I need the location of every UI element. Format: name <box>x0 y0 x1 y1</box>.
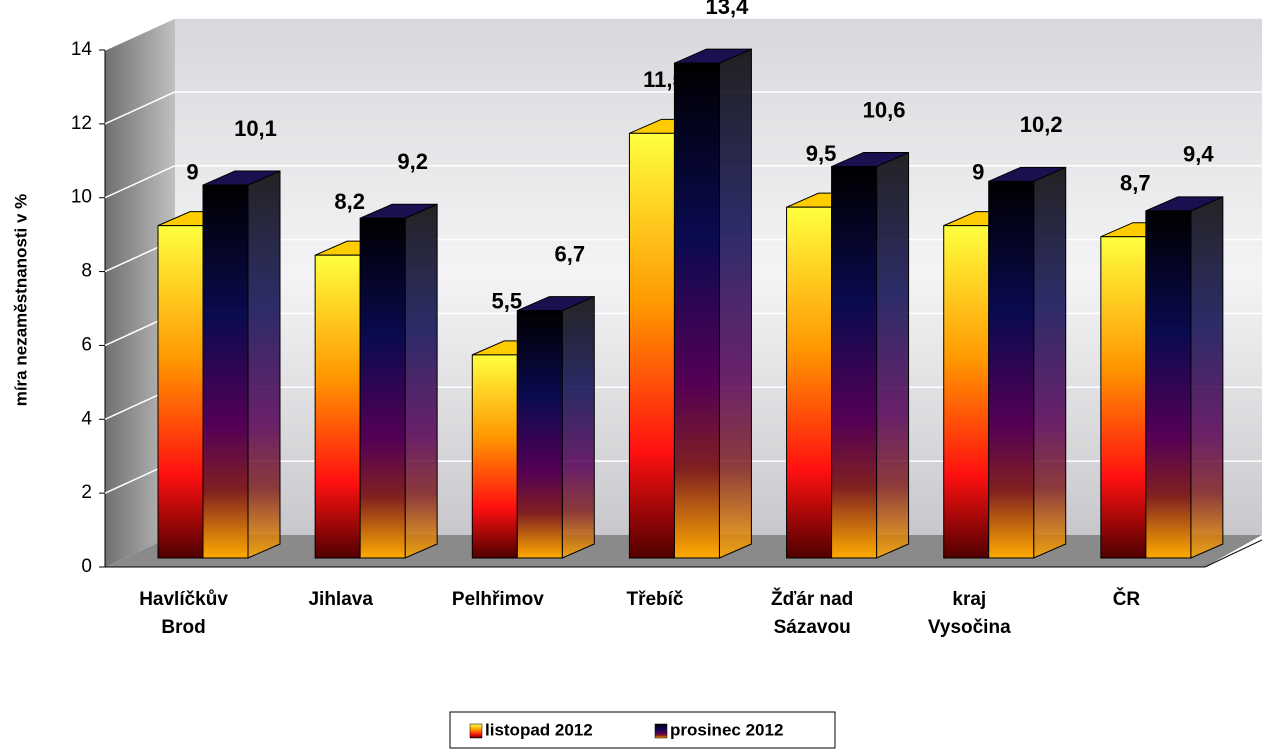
value-label: 9 <box>186 159 198 184</box>
value-label: 6,7 <box>554 241 585 266</box>
value-label: 10,1 <box>234 116 277 141</box>
x-tick-label: ČR <box>1113 588 1141 610</box>
x-tick-label: Pelhřimov <box>452 589 544 610</box>
value-label: 13,4 <box>706 0 750 19</box>
legend-swatch <box>469 723 483 739</box>
value-label: 9,5 <box>806 141 837 166</box>
value-label: 10,2 <box>1020 112 1063 137</box>
value-label: 8,7 <box>1120 171 1151 196</box>
y-tick-label: 0 <box>81 556 92 577</box>
bar <box>786 206 833 559</box>
value-label: 9,4 <box>1183 142 1214 167</box>
x-tick-label: Jihlava <box>308 589 373 610</box>
bar-side <box>718 48 752 559</box>
legend-label: listopad 2012 <box>485 720 593 739</box>
grid-line <box>104 165 176 199</box>
bar-side <box>247 170 281 559</box>
y-tick-label: 10 <box>71 187 92 208</box>
y-tick-label: 2 <box>81 482 92 503</box>
value-label: 9,2 <box>397 149 428 174</box>
floor-edge <box>1204 539 1262 568</box>
x-tick-label: Třebíč <box>626 589 683 610</box>
y-tick-label: 6 <box>81 334 92 355</box>
bar <box>943 225 990 559</box>
bar-side <box>404 203 438 559</box>
bar <box>1100 236 1147 559</box>
bar <box>673 62 720 559</box>
bar-side <box>1190 196 1224 559</box>
legend-label: prosinec 2012 <box>670 720 783 739</box>
legend-swatch <box>654 723 668 739</box>
x-tick-label: kraj <box>952 589 986 610</box>
y-tick-label: 12 <box>71 113 92 134</box>
x-tick-label: Vysočina <box>928 617 1011 638</box>
x-tick-label: Brod <box>161 617 205 638</box>
bar <box>628 132 675 559</box>
value-label: 10,6 <box>863 97 906 122</box>
bar <box>314 254 361 559</box>
bar <box>359 217 406 559</box>
bar <box>1145 210 1192 559</box>
bar <box>516 310 563 559</box>
grid-line <box>104 91 176 125</box>
y-tick-label: 14 <box>71 39 93 60</box>
bar <box>157 225 204 559</box>
y-tick-label: 4 <box>81 408 92 429</box>
value-label: 5,5 <box>491 289 522 314</box>
bar <box>202 184 249 559</box>
bar <box>988 180 1035 559</box>
y-axis-label: míra nezaměstnanosti v % <box>11 194 30 407</box>
grid-line <box>104 17 176 51</box>
value-label: 8,2 <box>334 189 365 214</box>
x-tick-label: Sázavou <box>774 617 851 638</box>
y-tick-label: 8 <box>81 261 92 282</box>
bar-side <box>876 151 910 559</box>
bar <box>831 166 878 559</box>
bar-side <box>561 295 595 559</box>
value-label: 9 <box>972 159 984 184</box>
legend <box>449 711 836 749</box>
x-tick-label: Havlíčkův <box>139 589 228 610</box>
bar-side <box>1033 166 1067 559</box>
x-tick-label: Žďár nad <box>771 588 853 610</box>
bar <box>471 354 518 559</box>
